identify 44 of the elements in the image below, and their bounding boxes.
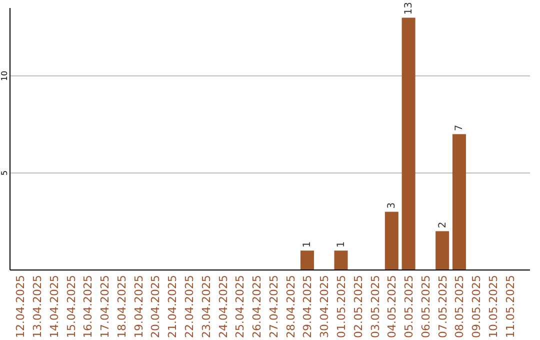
x-tick-label: 09.05.2025 <box>470 275 484 338</box>
data-label: 2 <box>437 222 448 228</box>
x-tick-label: 01.05.2025 <box>334 275 348 338</box>
data-label: 1 <box>302 241 314 248</box>
data-label: 7 <box>454 124 466 132</box>
x-tick-label: 27.04.2025 <box>267 275 280 338</box>
bar <box>436 231 450 270</box>
x-tick-label: 25.04.2025 <box>234 275 247 338</box>
bar <box>402 18 416 270</box>
x-tick-label: 26.04.2025 <box>250 275 264 338</box>
y-tick-label: 5 <box>0 170 9 176</box>
x-tick-label: 13.04.2025 <box>31 275 44 338</box>
x-tick-label: 17.04.2025 <box>98 275 112 338</box>
data-label: 1 <box>336 241 347 248</box>
x-tick-label: 16.04.2025 <box>82 275 95 338</box>
x-tick-label: 15.04.2025 <box>64 275 78 338</box>
x-tick-label: 08.05.2025 <box>453 275 466 338</box>
bar <box>300 250 314 270</box>
data-label: 13 <box>404 2 415 15</box>
x-tick-label: 04.05.2025 <box>386 275 399 338</box>
x-tick-label: 12.04.2025 <box>14 275 28 338</box>
x-tick-label: 07.05.2025 <box>436 275 450 338</box>
data-label: 3 <box>386 202 398 209</box>
x-tick-label: 03.05.2025 <box>368 275 382 338</box>
y-tick-label: 10 <box>0 70 9 82</box>
x-tick-label: 20.04.2025 <box>149 275 162 338</box>
x-tick-label: 06.05.2025 <box>419 275 432 338</box>
x-tick-label: 14.04.2025 <box>48 275 61 338</box>
x-tick-label: 10.05.2025 <box>486 275 500 338</box>
x-tick-label: 22.04.2025 <box>183 275 196 338</box>
x-tick-label: 18.04.2025 <box>115 275 128 338</box>
x-tick-label: 29.04.2025 <box>301 275 314 338</box>
x-tick-label: 11.05.2025 <box>504 275 517 338</box>
bar <box>334 250 348 270</box>
x-tick-label: 30.04.2025 <box>318 275 332 338</box>
x-tick-label: 24.04.2025 <box>216 275 230 338</box>
bar <box>452 134 466 270</box>
x-tick-label: 19.04.2025 <box>132 275 146 338</box>
x-tick-label: 23.04.2025 <box>200 275 213 338</box>
x-tick-label: 21.04.2025 <box>166 275 180 338</box>
bar <box>384 212 398 270</box>
x-tick-label: 05.05.2025 <box>402 275 416 338</box>
x-tick-label: 28.04.2025 <box>284 275 298 338</box>
x-tick-label: 02.05.2025 <box>352 275 365 338</box>
